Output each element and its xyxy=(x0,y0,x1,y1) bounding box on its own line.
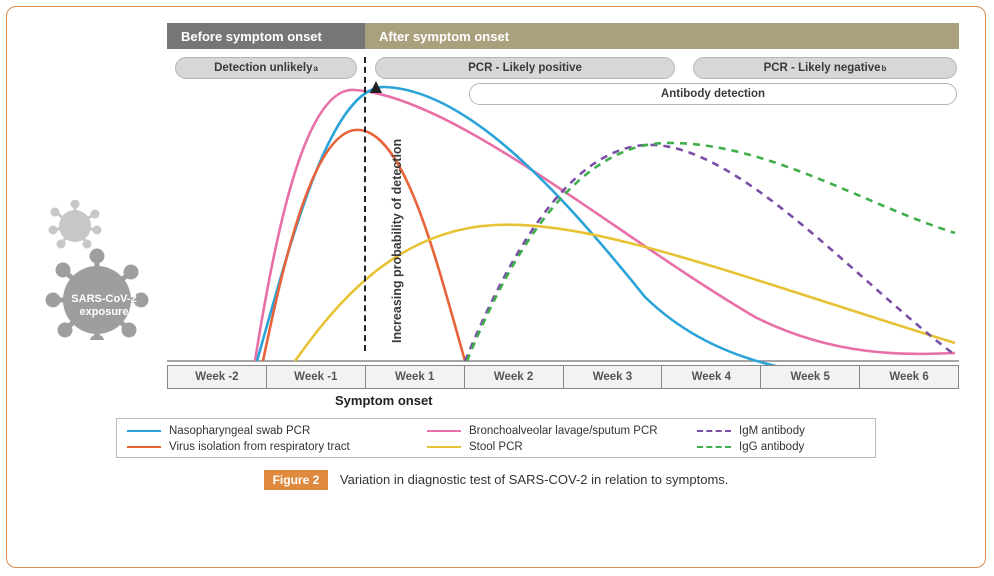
legend-virus-label: Virus isolation from respiratory tract xyxy=(169,441,350,453)
legend-bal: Bronchoalveolar lavage/sputum PCR xyxy=(427,425,697,437)
legend-igg: IgG antibody xyxy=(697,441,867,453)
legend-igg-label: IgG antibody xyxy=(739,441,804,453)
legend-stool-label: Stool PCR xyxy=(469,441,523,453)
legend-naso: Nasopharyngeal swab PCR xyxy=(127,425,427,437)
legend-igm-label: IgM antibody xyxy=(739,425,805,437)
week-axis: Week -2Week -1Week 1Week 2Week 3Week 4We… xyxy=(167,365,959,389)
curves-svg xyxy=(35,55,959,365)
arrow-up-icon xyxy=(370,81,382,93)
legend-naso-label: Nasopharyngeal swab PCR xyxy=(169,425,310,437)
legend-virus: Virus isolation from respiratory tract xyxy=(127,441,427,453)
header-before-onset: Before symptom onset xyxy=(167,23,365,49)
week-cell: Week 4 xyxy=(662,366,761,388)
plot-area: SARS-CoV-2 exposure xyxy=(35,55,959,365)
legend-stool: Stool PCR xyxy=(427,441,697,453)
legend-igm: IgM antibody xyxy=(697,425,867,437)
week-cell: Week 6 xyxy=(860,366,958,388)
virus-label: SARS-CoV-2 exposure xyxy=(49,293,159,319)
week-cell: Week 5 xyxy=(761,366,860,388)
phase-header: Before symptom onset After symptom onset xyxy=(167,23,959,49)
symptom-onset-label: Symptom onset xyxy=(335,393,967,408)
week-cell: Week 3 xyxy=(564,366,663,388)
week-cell: Week -2 xyxy=(168,366,267,388)
chart-wrap: Before symptom onset After symptom onset… xyxy=(25,23,967,487)
header-after-onset: After symptom onset xyxy=(365,23,959,49)
symptom-onset-line xyxy=(364,57,366,351)
curve-naso xyxy=(257,87,955,365)
figure-tag: Figure 2 xyxy=(264,470,329,490)
virus-label-line2: exposure xyxy=(80,306,129,318)
y-axis-label: Increasing probability of detection xyxy=(390,139,404,343)
week-cell: Week -1 xyxy=(267,366,366,388)
figure-caption: Figure 2 Variation in diagnostic test of… xyxy=(25,472,967,487)
figure-frame: Before symptom onset After symptom onset… xyxy=(6,6,986,568)
virus-label-line1: SARS-CoV-2 xyxy=(71,293,136,305)
legend: Nasopharyngeal swab PCR Bronchoalveolar … xyxy=(116,418,876,458)
week-cell: Week 2 xyxy=(465,366,564,388)
figure-caption-text: Variation in diagnostic test of SARS-COV… xyxy=(340,472,728,487)
week-cell: Week 1 xyxy=(366,366,465,388)
legend-bal-label: Bronchoalveolar lavage/sputum PCR xyxy=(469,425,658,437)
